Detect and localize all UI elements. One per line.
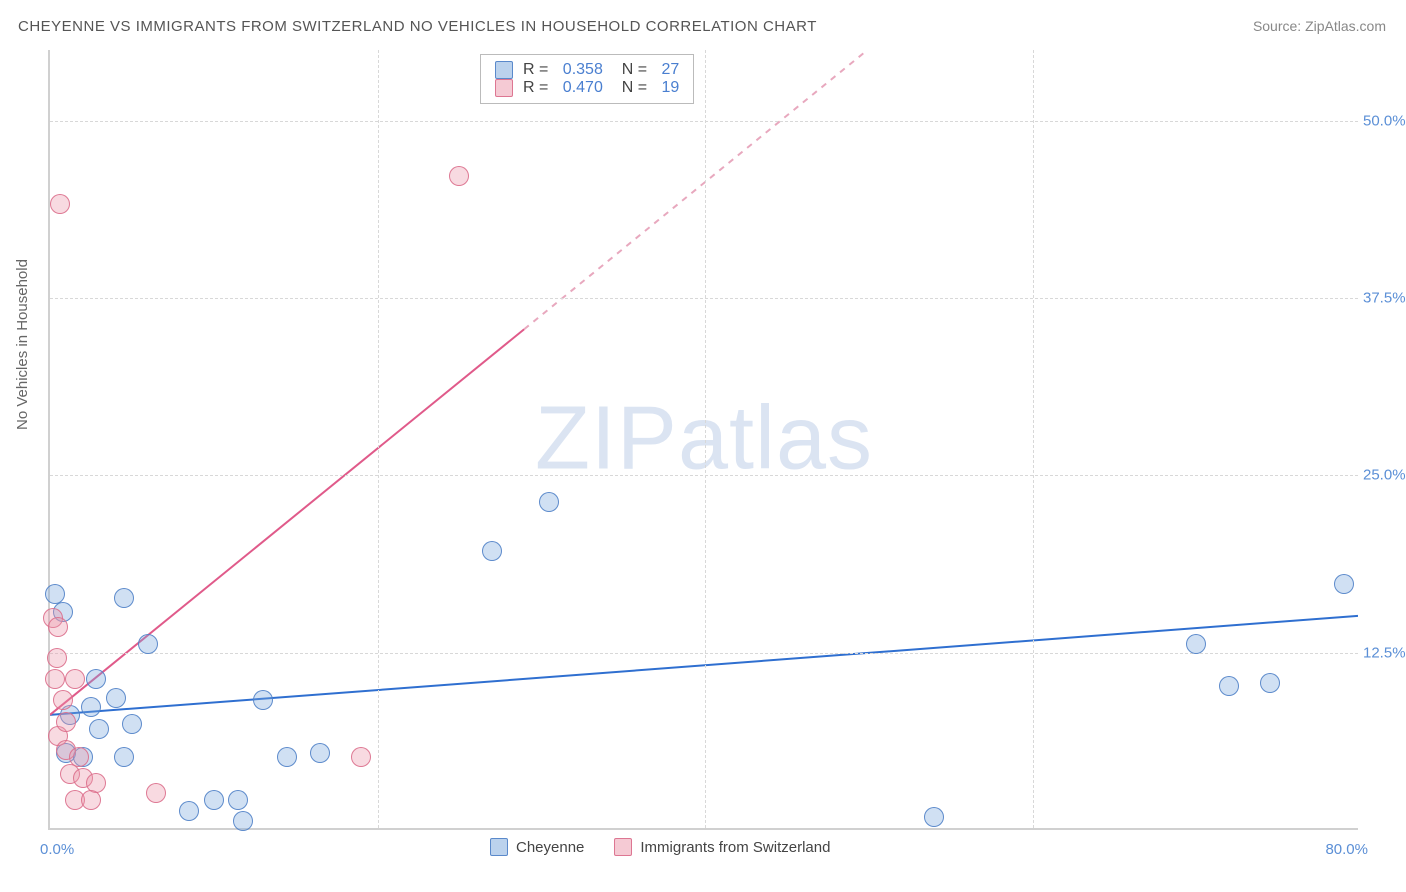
legend-item: Immigrants from Switzerland	[614, 838, 830, 856]
data-point	[50, 194, 70, 214]
data-point	[482, 541, 502, 561]
data-point	[179, 801, 199, 821]
legend-label: Immigrants from Switzerland	[640, 839, 830, 856]
data-point	[45, 584, 65, 604]
stats-row: R = 0.358 N = 27	[495, 61, 679, 79]
chart-title: CHEYENNE VS IMMIGRANTS FROM SWITZERLAND …	[18, 18, 817, 35]
gridline	[50, 298, 1358, 299]
data-point	[1260, 673, 1280, 693]
data-point	[539, 492, 559, 512]
data-point	[310, 743, 330, 763]
plot-area: ZIPatlas R = 0.358 N = 27 R = 0.470 N = …	[48, 50, 1358, 830]
data-point	[146, 783, 166, 803]
gridline	[50, 121, 1358, 122]
stats-label: N =	[613, 61, 652, 79]
data-point	[53, 690, 73, 710]
data-point	[228, 790, 248, 810]
data-point	[106, 688, 126, 708]
data-point	[47, 648, 67, 668]
data-point	[86, 669, 106, 689]
data-point	[204, 790, 224, 810]
x-tick-label: 80.0%	[1325, 841, 1368, 858]
gridline	[378, 50, 379, 828]
stats-r-value: 0.358	[563, 61, 603, 79]
data-point	[48, 617, 68, 637]
legend-label: Cheyenne	[516, 839, 584, 856]
data-point	[1334, 574, 1354, 594]
legend-swatch-icon	[490, 838, 508, 856]
source-attribution: Source: ZipAtlas.com	[1253, 18, 1386, 34]
y-tick-label: 25.0%	[1363, 467, 1406, 484]
data-point	[1186, 634, 1206, 654]
y-tick-label: 37.5%	[1363, 290, 1406, 307]
gridline	[50, 653, 1358, 654]
data-point	[45, 669, 65, 689]
stats-row: R = 0.470 N = 19	[495, 79, 679, 97]
y-tick-label: 50.0%	[1363, 112, 1406, 129]
stats-n-value: 27	[662, 61, 680, 79]
data-point	[114, 747, 134, 767]
gridline	[1033, 50, 1034, 828]
y-axis-label: No Vehicles in Household	[14, 259, 31, 430]
data-point	[56, 712, 76, 732]
data-point	[277, 747, 297, 767]
legend-swatch-icon	[614, 838, 632, 856]
stats-label: R =	[523, 79, 553, 97]
gridline	[705, 50, 706, 828]
stats-n-value: 19	[662, 79, 680, 97]
data-point	[351, 747, 371, 767]
data-point	[81, 697, 101, 717]
data-point	[138, 634, 158, 654]
swatch-blue-icon	[495, 61, 513, 79]
stats-label: R =	[523, 61, 553, 79]
data-point	[65, 669, 85, 689]
data-point	[89, 719, 109, 739]
stats-label: N =	[613, 79, 652, 97]
data-point	[1219, 676, 1239, 696]
data-point	[449, 166, 469, 186]
data-point	[114, 588, 134, 608]
x-tick-label: 0.0%	[40, 841, 74, 858]
stats-r-value: 0.470	[563, 79, 603, 97]
swatch-pink-icon	[495, 79, 513, 97]
data-point	[253, 690, 273, 710]
data-point	[81, 790, 101, 810]
legend-item: Cheyenne	[490, 838, 584, 856]
data-point	[233, 811, 253, 831]
stats-legend-box: R = 0.358 N = 27 R = 0.470 N = 19	[480, 54, 694, 104]
y-tick-label: 12.5%	[1363, 644, 1406, 661]
trend-lines	[50, 50, 1358, 828]
chart-container: CHEYENNE VS IMMIGRANTS FROM SWITZERLAND …	[0, 0, 1406, 892]
bottom-legend: Cheyenne Immigrants from Switzerland	[490, 838, 830, 856]
data-point	[122, 714, 142, 734]
gridline	[50, 475, 1358, 476]
data-point	[924, 807, 944, 827]
